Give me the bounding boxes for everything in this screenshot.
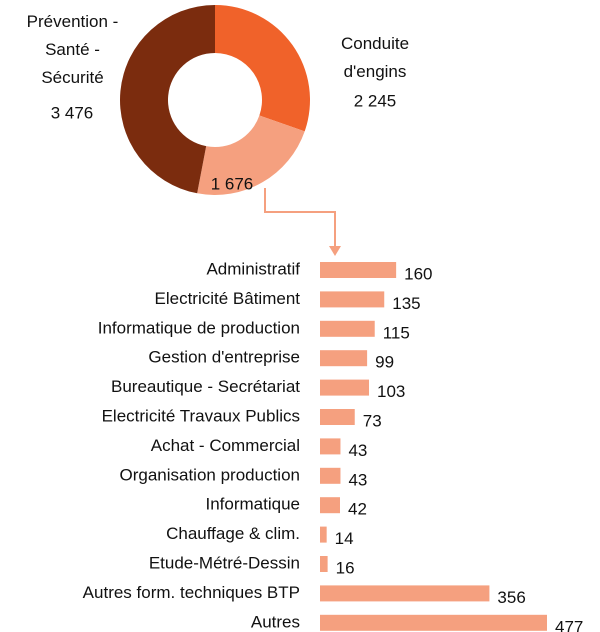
- category-label: Chauffage & clim.: [166, 524, 300, 543]
- donut-slice: [215, 5, 310, 132]
- slice-label-box: Conduite d'engins: [340, 34, 410, 81]
- bar: [320, 409, 355, 425]
- value-label: 99: [375, 353, 394, 372]
- donut-slice: [120, 5, 215, 194]
- category-label: Informatique de production: [98, 318, 300, 337]
- category-label: Gestion d'entreprise: [148, 348, 300, 367]
- bar: [320, 379, 370, 396]
- category-label: Organisation production: [119, 465, 300, 484]
- category-label: Electricité Travaux Publics: [102, 406, 300, 425]
- bar: [320, 614, 547, 631]
- category-label: Autres: [251, 612, 300, 631]
- category-label: Electricité Bâtiment: [155, 289, 301, 308]
- value-label: 42: [348, 500, 367, 519]
- bar: [320, 438, 341, 455]
- bar: [320, 467, 341, 484]
- category-label: Administratif: [206, 259, 300, 278]
- slice-label: Conduite d'engins: [340, 34, 410, 81]
- value-label: 115: [383, 323, 410, 342]
- value-label: 43: [348, 470, 367, 489]
- value-label: 14: [335, 529, 354, 548]
- slice-value-label: 2 245: [354, 91, 397, 110]
- value-label: 477: [555, 617, 583, 632]
- category-label: Bureautique - Secrétariat: [111, 377, 300, 396]
- value-label: 356: [497, 588, 525, 607]
- value-label: 103: [377, 382, 405, 401]
- slice-label-box: Prévention - Santé - Sécurité: [26, 12, 119, 87]
- value-label: 160: [404, 264, 432, 283]
- bar: [320, 585, 490, 602]
- category-label: Achat - Commercial: [151, 436, 300, 455]
- category-label: Autres form. techniques BTP: [83, 583, 300, 602]
- connector: [264, 188, 336, 250]
- value-label: 43: [348, 441, 367, 460]
- value-label: 16: [336, 558, 355, 577]
- bar: [320, 320, 375, 337]
- value-label: 135: [392, 294, 420, 313]
- value-label: 73: [363, 411, 382, 430]
- bar: [320, 497, 340, 514]
- category-label: Etude-Métré-Dessin: [149, 553, 300, 572]
- connector-arrow: [329, 246, 341, 256]
- bar: [320, 350, 368, 367]
- bar: [320, 526, 327, 543]
- slice-value-label: 1 676: [211, 174, 254, 193]
- bar: [320, 291, 385, 308]
- category-label: Informatique: [206, 495, 301, 514]
- bar: [320, 556, 328, 572]
- slice-value-label: 3 476: [51, 103, 94, 122]
- donut-slice: [197, 115, 305, 195]
- slice-label: Prévention - Santé - Sécurité: [26, 12, 119, 87]
- bar: [320, 262, 397, 278]
